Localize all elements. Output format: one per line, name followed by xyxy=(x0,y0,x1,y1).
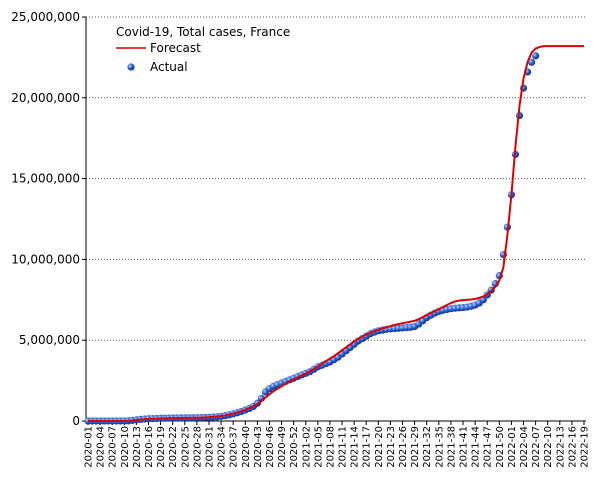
y-tick-label: 0 xyxy=(72,414,80,428)
plot-area: 0 5,000,000 10,000,000 15,000,000 20,000,000… xyxy=(11,10,590,468)
x-tick-label: 2020-22 xyxy=(168,426,179,468)
x-tick-label: 2021-20 xyxy=(374,426,385,468)
x-tick-label: 2021-47 xyxy=(483,426,494,468)
x-tick-label: 2022-04 xyxy=(519,426,530,468)
forecast-line xyxy=(88,45,584,422)
x-tick-label: 2020-16 xyxy=(144,426,155,468)
data-point xyxy=(532,52,540,60)
x-tick-label: 2020-37 xyxy=(229,426,240,468)
x-tick-label: 2022-07 xyxy=(531,426,542,468)
x-tick-label: 2020-01 xyxy=(84,426,95,468)
x-tick-label: 2020-31 xyxy=(204,426,215,468)
legend: Covid-19, Total cases, France Forecast Ac… xyxy=(116,25,290,74)
x-tick-label: 2021-23 xyxy=(386,426,397,468)
x-tick-label: 2020-10 xyxy=(120,426,131,468)
x-tick-label: 2021-26 xyxy=(398,426,409,468)
x-tick-label: 2021-41 xyxy=(459,426,470,468)
legend-label: Actual xyxy=(150,60,188,74)
y-tick-label: 20,000,000 xyxy=(11,91,80,105)
y-tick-label: 10,000,000 xyxy=(11,252,80,266)
x-tick-label: 2021-35 xyxy=(434,426,445,468)
x-tick-label: 2020-52 xyxy=(289,426,300,468)
x-tick-label: 2020-43 xyxy=(253,426,264,468)
x-tick-label: 2020-46 xyxy=(265,426,276,468)
x-tick-label: 2021-17 xyxy=(362,426,373,468)
x-tick-label: 2021-29 xyxy=(410,426,421,468)
x-tick-label: 2021-32 xyxy=(422,426,433,468)
x-tick-label: 2020-04 xyxy=(96,426,107,468)
x-tick-label: 2022-19 xyxy=(580,426,591,468)
x-tick-label: 2020-28 xyxy=(192,426,203,468)
x-tick-label: 2021-05 xyxy=(313,426,324,468)
x-tick-label: 2020-34 xyxy=(217,426,228,468)
x-tick-label: 2022-01 xyxy=(507,426,518,468)
x-tick-label: 2020-13 xyxy=(132,426,143,468)
x-tick-label: 2022-13 xyxy=(555,426,566,468)
y-tick-label: 5,000,000 xyxy=(19,333,80,347)
data-point xyxy=(527,58,536,66)
x-tick-label: 2020-25 xyxy=(180,426,191,468)
x-tick-label: 2022-16 xyxy=(567,426,578,468)
legend-label: Forecast xyxy=(150,41,201,55)
x-tick-label: 2021-11 xyxy=(338,426,349,468)
x-tick-label: 2021-02 xyxy=(301,426,312,468)
x-tick-label: 2021-44 xyxy=(471,426,482,468)
x-tick-label: 2020-19 xyxy=(156,426,167,468)
chart-title: Covid-19, Total cases, France xyxy=(116,25,290,39)
x-tick-label: 2022-10 xyxy=(543,426,554,468)
x-tick-label: 2021-50 xyxy=(495,426,506,468)
x-tick-label: 2020-07 xyxy=(108,426,119,468)
x-tick-label: 2021-08 xyxy=(325,426,336,468)
x-tick-label: 2021-38 xyxy=(446,426,457,468)
y-tick-label: 15,000,000 xyxy=(11,172,80,186)
x-tick-label: 2021-14 xyxy=(350,426,361,468)
legend-marker xyxy=(127,63,135,71)
x-tick-label: 2020-40 xyxy=(241,426,252,468)
y-tick-label: 25,000,000 xyxy=(11,10,80,24)
x-tick-label: 2020-49 xyxy=(277,426,288,468)
